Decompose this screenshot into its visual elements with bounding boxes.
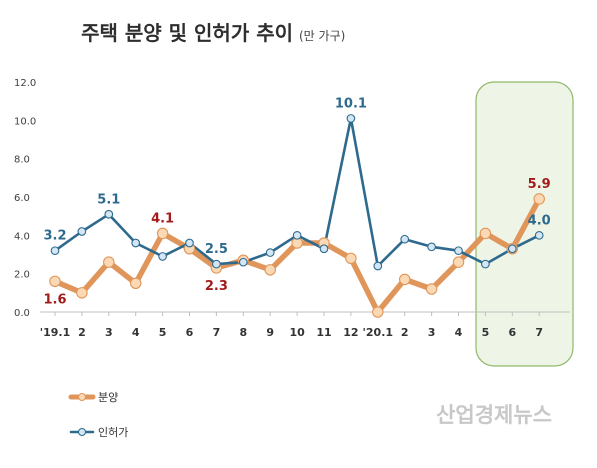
chart-title: 주택 분양 및 인허가 추이	[81, 21, 293, 45]
data-point-inheoga	[77, 227, 87, 236]
x-tick-label: 3	[428, 326, 436, 339]
data-point-inheoga	[534, 230, 544, 240]
data-point-inheoga	[319, 244, 329, 254]
data-point-bunyang	[533, 193, 545, 205]
x-tick-label: 4	[455, 326, 463, 339]
y-tick-label: 0.0	[14, 308, 30, 319]
x-tick-label: 3	[105, 326, 113, 339]
x-tick-label: '20.1	[363, 326, 394, 339]
data-label-bunyang: 2.3	[205, 279, 228, 294]
data-labels: 1.6 4.1 2.3 5.9 3.2 5.1 2.5 10.1 4.0	[43, 96, 550, 307]
y-tick-label: 6.0	[14, 193, 30, 204]
y-tick-label: 10.0	[14, 116, 36, 127]
data-point-bunyang	[129, 277, 142, 289]
data-point-bunyang	[425, 283, 438, 295]
data-point-inheoga	[265, 248, 275, 257]
data-point-inheoga	[373, 261, 383, 271]
chart-subtitle: (만 가구)	[299, 29, 345, 43]
data-point-inheoga	[131, 238, 141, 248]
x-tick-label: 6	[508, 326, 516, 339]
data-point-inheoga	[400, 234, 410, 244]
x-tick-label: 11	[316, 326, 331, 339]
x-axis: '19.1 2 3 4 5 6 7 8 9 10 11 12 '20.1 2 3 4 5 6 7	[40, 311, 570, 339]
y-tick-label: 12.0	[14, 78, 36, 89]
data-point-bunyang	[103, 256, 115, 268]
x-tick-label: 7	[535, 326, 543, 339]
legend-marker-bunyang	[78, 393, 86, 401]
data-point-inheoga	[292, 230, 302, 240]
data-point-bunyang	[264, 264, 276, 276]
data-point-inheoga	[481, 259, 490, 269]
data-point-inheoga	[238, 257, 248, 267]
x-tick-label: 6	[186, 326, 194, 339]
x-tick-label: 4	[132, 326, 140, 339]
data-point-bunyang	[76, 287, 88, 299]
series-layer	[49, 114, 545, 318]
legend-label-bunyang: 분양	[98, 391, 118, 404]
data-point-inheoga	[212, 259, 221, 269]
x-tick-label: 2	[401, 326, 409, 339]
data-point-inheoga	[454, 246, 463, 256]
x-tick-label: 9	[266, 326, 274, 339]
data-point-bunyang	[479, 227, 492, 240]
legend-item-bunyang: 분양	[68, 391, 118, 404]
x-tick-label: 8	[239, 326, 247, 339]
y-tick-label: 2.0	[14, 270, 30, 281]
data-point-inheoga	[507, 244, 517, 254]
data-point-bunyang	[398, 273, 411, 286]
data-label-bunyang: 1.6	[43, 292, 66, 307]
data-label-inheoga: 3.2	[43, 229, 66, 244]
data-label-inheoga: 5.1	[97, 192, 120, 207]
data-point-inheoga	[158, 252, 167, 261]
data-point-inheoga	[104, 209, 114, 219]
data-point-inheoga	[185, 238, 194, 248]
x-tick-label: 10	[289, 326, 305, 339]
data-point-inheoga	[50, 246, 60, 256]
legend-label-inheoga: 인허가	[98, 426, 128, 439]
x-tick-label: 5	[159, 326, 167, 339]
data-point-inheoga	[427, 242, 436, 252]
legend-item-inheoga: 인허가	[69, 426, 128, 439]
data-point-inheoga	[346, 114, 356, 123]
data-label-bunyang: 5.9	[528, 177, 551, 192]
y-axis: 0.0 2.0 4.0 6.0 8.0 10.0 12.0	[14, 78, 36, 319]
x-tick-label: '19.1	[40, 326, 71, 339]
watermark: 산업경제뉴스	[436, 403, 552, 427]
data-point-bunyang	[372, 306, 384, 318]
data-point-bunyang	[156, 227, 169, 240]
y-tick-label: 8.0	[14, 155, 30, 166]
legend-marker-inheoga	[78, 428, 86, 436]
data-label-inheoga: 10.1	[335, 96, 367, 111]
data-label-inheoga: 2.5	[205, 242, 228, 257]
data-point-bunyang	[49, 275, 61, 288]
x-tick-label: 2	[78, 326, 86, 339]
data-point-bunyang	[452, 256, 465, 268]
y-tick-label: 4.0	[14, 231, 30, 242]
data-label-inheoga: 4.0	[528, 213, 551, 228]
x-tick-label: 7	[213, 326, 221, 339]
x-tick-label: 5	[482, 326, 490, 339]
data-point-bunyang	[345, 252, 357, 265]
x-tick-label: 12	[343, 326, 358, 339]
data-label-bunyang: 4.1	[151, 211, 174, 226]
legend: 분양 인허가	[68, 391, 128, 439]
